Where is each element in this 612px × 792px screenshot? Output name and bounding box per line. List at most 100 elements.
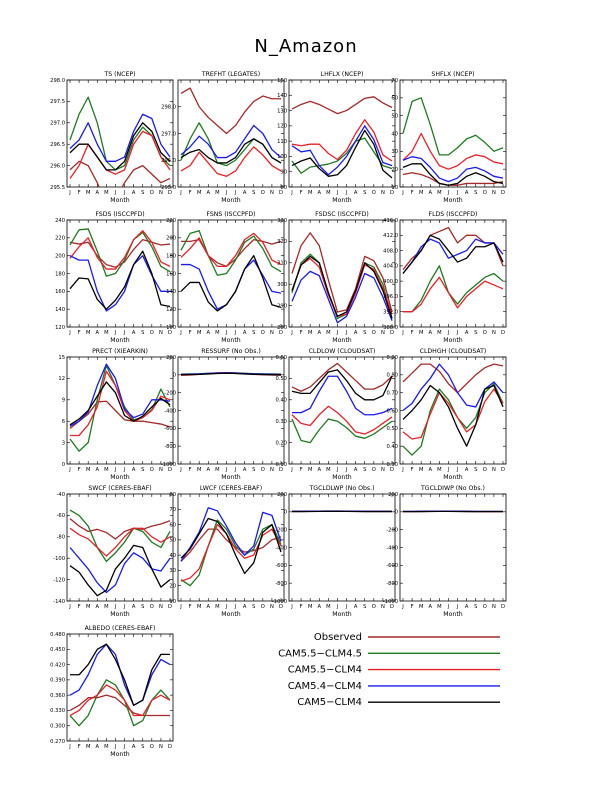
x-tick-label: F xyxy=(411,467,414,473)
x-tick-label: O xyxy=(483,190,487,196)
x-tick-label: D xyxy=(168,604,172,610)
x-tick-label: N xyxy=(270,467,274,473)
series-line-cam5-clm4 xyxy=(291,129,393,179)
plot-frame xyxy=(66,219,174,328)
chart-title: FLDS (ISCCPFD) xyxy=(429,211,478,218)
y-tick-label: -800 xyxy=(164,444,176,450)
x-tick-label: O xyxy=(261,190,265,196)
series-line-cam5-5-clm4 xyxy=(69,684,171,717)
y-tick-label: 220 xyxy=(166,218,176,224)
x-tick-label: M xyxy=(326,467,330,473)
series-line-cam5-5-clm4-5 xyxy=(69,364,171,452)
x-tick-label: F xyxy=(300,604,303,610)
y-tick-label: 0.480 xyxy=(50,632,65,638)
y-tick-label: 280 xyxy=(277,325,287,331)
y-tick-label: 320 xyxy=(277,239,287,245)
x-tick-label: M xyxy=(86,190,90,196)
chart-tgcldiwp-no-obs: TGCLDIWP (No Obs.) -1000 -800 -600 -400 -200 0… xyxy=(383,485,507,618)
x-tick-label: N xyxy=(381,604,385,610)
x-tick-label: J xyxy=(234,330,237,336)
x-tick-label: F xyxy=(78,190,81,196)
x-axis-label: Month xyxy=(221,611,240,618)
y-tick-label: 0.20 xyxy=(275,440,287,446)
x-tick-label: F xyxy=(189,604,192,610)
y-tick-label: 6 xyxy=(62,419,65,425)
x-tick-label: N xyxy=(381,330,385,336)
series-line-cam5-clm4 xyxy=(180,255,282,312)
y-tick-label: 240 xyxy=(55,218,65,224)
series-line-observed xyxy=(291,362,393,392)
x-tick-label: O xyxy=(372,190,376,196)
y-tick-label: 200 xyxy=(166,236,176,242)
y-tick-label: 0.360 xyxy=(50,693,65,699)
x-tick-label: A xyxy=(206,467,210,473)
x-tick-label: F xyxy=(78,744,81,750)
x-tick-label: M xyxy=(86,744,90,750)
y-tick-label: 0.270 xyxy=(50,739,65,745)
series-line-cam5-clm4 xyxy=(402,384,504,447)
series-line-cam5-5-clm4 xyxy=(180,523,282,582)
y-tick-label: 297.0 xyxy=(161,131,176,137)
x-tick-label: J xyxy=(401,604,404,610)
x-axis-label: Month xyxy=(443,474,462,481)
x-tick-label: O xyxy=(150,744,154,750)
chart-title: CLDLOW (CLOUDSAT) xyxy=(309,348,376,355)
y-tick-label: 404.0 xyxy=(383,264,398,270)
x-tick-label: M xyxy=(308,190,312,196)
x-tick-label: A xyxy=(465,190,469,196)
x-tick-label: N xyxy=(270,330,274,336)
plot-frame xyxy=(177,493,285,602)
plot-frame xyxy=(288,493,396,602)
y-tick-label: -60 xyxy=(57,513,65,519)
y-tick-label: 0.30 xyxy=(386,462,398,468)
y-tick-label: 200 xyxy=(277,492,287,498)
x-tick-label: S xyxy=(252,190,255,196)
x-axis-label: Month xyxy=(110,751,129,758)
x-tick-label: J xyxy=(447,604,450,610)
x-tick-label: J xyxy=(345,467,348,473)
series-line-cam5-4-clm4 xyxy=(292,375,393,416)
series-line-observed xyxy=(402,226,504,271)
x-tick-label: M xyxy=(104,744,108,750)
y-tick-label: 296.0 xyxy=(161,158,176,164)
x-axis-label: Month xyxy=(332,474,351,481)
x-tick-label: J xyxy=(234,604,237,610)
y-tick-label: 297.0 xyxy=(50,121,65,127)
x-axis-label: Month xyxy=(443,611,462,618)
x-tick-label: A xyxy=(95,744,99,750)
y-tick-label: 300 xyxy=(277,282,287,288)
y-tick-label: 0.390 xyxy=(50,678,65,684)
x-tick-label: J xyxy=(179,467,182,473)
series-line-cam5-4-clm4 xyxy=(69,113,171,162)
series-line-cam5-clm4 xyxy=(69,250,171,310)
chart-title: SWCF (CERES-EBAF) xyxy=(88,485,151,492)
x-axis-label: Month xyxy=(221,474,240,481)
x-tick-label: N xyxy=(159,604,163,610)
y-tick-label: 0.90 xyxy=(386,355,398,361)
series-line-cam5-5-clm4 xyxy=(69,130,171,179)
series-line-observed xyxy=(180,87,281,135)
chart-title: TREFHT (LEGATES) xyxy=(201,71,260,78)
y-tick-label: 295.5 xyxy=(50,185,65,191)
x-tick-label: J xyxy=(179,330,182,336)
x-tick-label: J xyxy=(345,604,348,610)
series-line-cam5-5-clm4-5 xyxy=(403,265,504,313)
x-tick-label: J xyxy=(114,190,117,196)
series-line-cam5-5-clm4 xyxy=(180,232,282,268)
series-line-observed xyxy=(69,518,171,540)
y-tick-label: 200 xyxy=(388,492,398,498)
y-tick-label: 200 xyxy=(166,355,176,361)
plot-frame xyxy=(399,493,507,602)
y-tick-label: 20 xyxy=(169,584,176,590)
x-tick-label: M xyxy=(197,467,201,473)
x-tick-label: J xyxy=(68,744,71,750)
x-tick-label: F xyxy=(411,604,414,610)
y-tick-label: 180 xyxy=(55,271,65,277)
series-line-cam5-5-clm4 xyxy=(291,257,393,317)
x-tick-label: J xyxy=(114,330,117,336)
x-tick-label: J xyxy=(123,744,126,750)
y-tick-label: 120 xyxy=(166,307,176,313)
x-tick-label: M xyxy=(419,330,423,336)
